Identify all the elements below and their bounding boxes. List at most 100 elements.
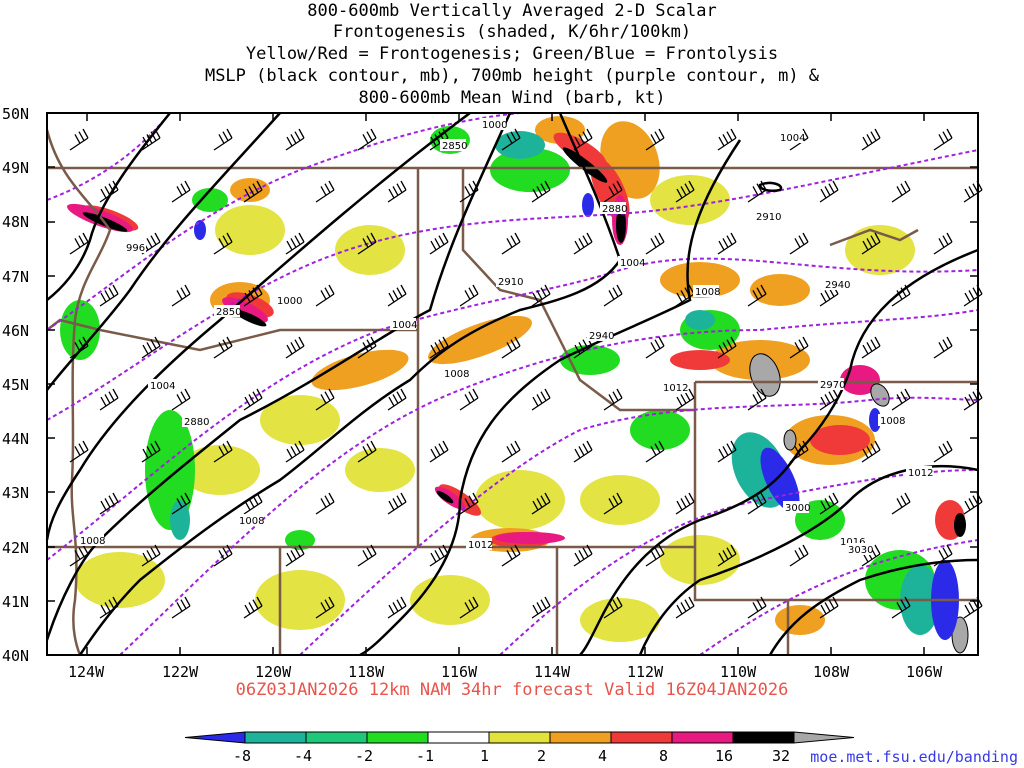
wind-barb (99, 180, 119, 203)
lon-label: 112W (627, 663, 664, 681)
wind-barb (285, 440, 305, 463)
colorbar-swatch (427, 731, 490, 744)
colorbar-swatch (793, 731, 855, 744)
wind-barb (747, 388, 767, 411)
forecast-footer: 06Z03JAN2026 12km NAM 34hr forecast Vali… (235, 680, 789, 700)
svg-text:1008: 1008 (695, 287, 720, 298)
wind-barb (213, 336, 233, 359)
wind-barb (573, 544, 593, 567)
colorbar-labels: -8 -4 -2 -1 1 2 4 8 16 32 (233, 747, 790, 765)
wind-barb (963, 596, 983, 619)
wind-barb (603, 492, 623, 515)
svg-text:3000: 3000 (785, 503, 810, 514)
wind-barb (285, 544, 305, 567)
lat-label: 46N (2, 322, 29, 340)
wind-barb (285, 128, 305, 151)
wind-barb (429, 336, 449, 359)
wind-barb (243, 284, 263, 307)
wind-barb (357, 128, 377, 151)
lat-label: 42N (2, 539, 29, 557)
wind-barb (933, 128, 953, 151)
wind-barb (213, 440, 233, 463)
wind-barb (933, 440, 953, 463)
height-label: 2880 (600, 202, 627, 215)
wind-barb (747, 180, 767, 203)
wind-barb (99, 596, 119, 619)
svg-text:1004: 1004 (150, 381, 175, 392)
height-label: 2880 (182, 415, 209, 428)
svg-text:1012: 1012 (908, 468, 933, 479)
svg-text:1004: 1004 (392, 320, 417, 331)
wind-barb (717, 544, 737, 567)
wind-barb (429, 232, 449, 255)
colorbar-swatch (305, 731, 368, 744)
lat-label: 49N (2, 159, 29, 177)
wind-barb (243, 388, 263, 411)
colorbar-label: -8 (233, 747, 251, 765)
svg-text:2940: 2940 (825, 280, 850, 291)
wind-barb (789, 336, 809, 359)
wind-barb (675, 284, 695, 307)
wind-barb (645, 128, 665, 151)
svg-text:1008: 1008 (444, 369, 469, 380)
wind-barb (933, 544, 953, 567)
height-label: 2910 (754, 210, 781, 223)
svg-text:2970: 2970 (820, 380, 845, 391)
wind-barb (171, 284, 191, 307)
title-line-5: 800-600mb Mean Wind (barb, kt) (358, 88, 666, 108)
wind-barb (675, 492, 695, 515)
mslp-label: 1004 (390, 318, 417, 331)
wind-barb (933, 336, 953, 359)
mslp-contours (45, 111, 979, 657)
lon-label: 116W (441, 663, 478, 681)
height-label: 2910 (496, 275, 523, 288)
wind-barb (357, 440, 377, 463)
lat-label: 44N (2, 430, 29, 448)
colorbar-label: -2 (355, 747, 373, 765)
latitude-labels: 50N 49N 48N 47N 46N 45N 44N 43N 42N 41N … (2, 105, 29, 665)
svg-text:1012: 1012 (663, 383, 688, 394)
wind-barb (819, 596, 839, 619)
svg-text:1008: 1008 (880, 416, 905, 427)
wind-barb (141, 232, 161, 255)
wind-barb (531, 388, 551, 411)
wind-barb (501, 440, 521, 463)
wind-barb (603, 388, 623, 411)
mslp-label: 1000 (275, 294, 302, 307)
wind-barb (573, 128, 593, 151)
wind-barb (171, 596, 191, 619)
wind-barb (99, 388, 119, 411)
svg-text:1004: 1004 (620, 258, 645, 269)
wind-barb (69, 544, 89, 567)
source-url[interactable]: moe.met.fsu.edu/banding (810, 748, 1018, 766)
wind-barb (315, 388, 335, 411)
wind-barb (963, 284, 983, 307)
wind-barb (387, 180, 407, 203)
lat-label: 47N (2, 268, 29, 286)
wind-barb (459, 388, 479, 411)
wind-barb (819, 180, 839, 203)
mslp-label: 1012 (661, 381, 688, 394)
wind-barb (645, 440, 665, 463)
wind-barb (429, 440, 449, 463)
lat-label: 48N (2, 213, 29, 231)
wind-barb (603, 284, 623, 307)
colorbar-label: -4 (294, 747, 312, 765)
colorbar-label: 4 (598, 747, 607, 765)
height-label: 2850 (440, 139, 467, 152)
wind-barb (531, 596, 551, 619)
wind-barb (501, 336, 521, 359)
mslp-label: 1004 (618, 256, 645, 269)
wind-barb (213, 128, 233, 151)
wind-barb (99, 492, 119, 515)
wind-barb (573, 336, 593, 359)
lat-label: 45N (2, 376, 29, 394)
lat-label: 50N (2, 105, 29, 123)
mslp-label: 1012 (466, 538, 493, 551)
wind-barb (789, 232, 809, 255)
wind-barb (357, 232, 377, 255)
wind-barb (645, 544, 665, 567)
mslp-label: 1004 (778, 131, 805, 144)
wind-barb (747, 284, 767, 307)
wind-barb (891, 596, 911, 619)
